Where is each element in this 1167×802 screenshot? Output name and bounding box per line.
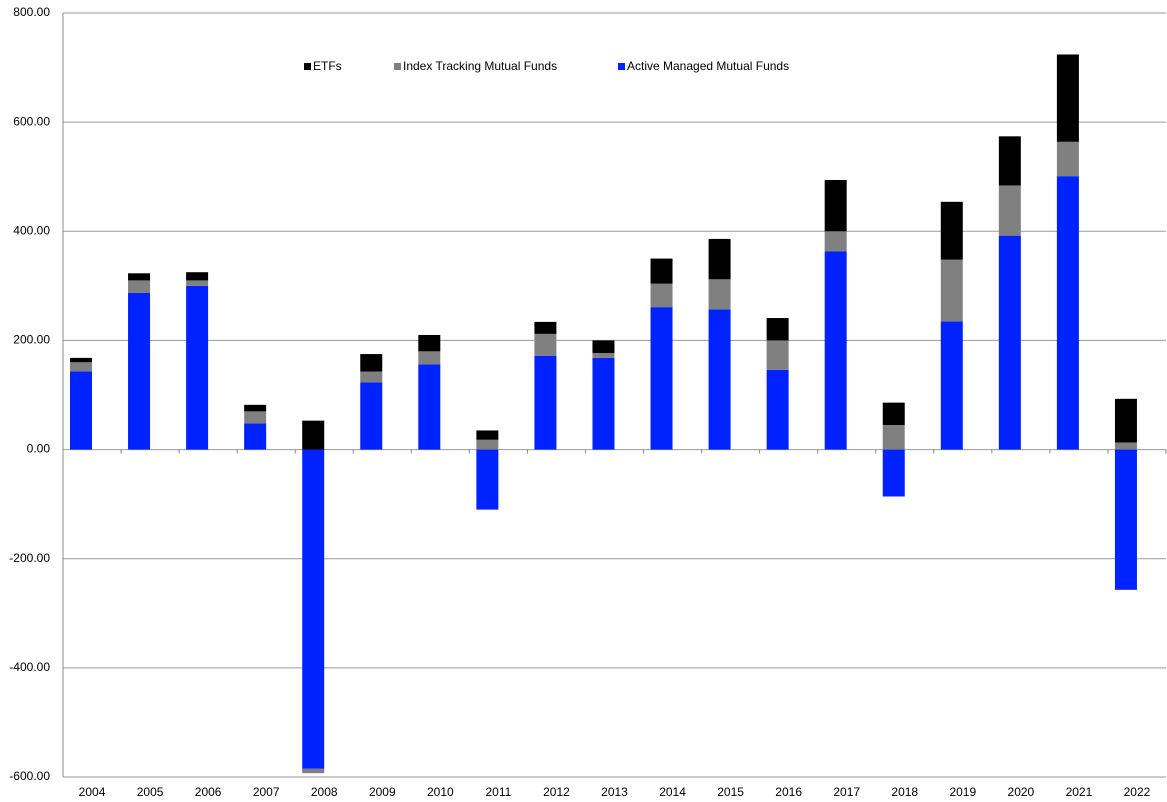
bar-segment [69, 371, 92, 450]
y-tick-label: 0.00 [27, 442, 51, 456]
bar-segment [1114, 449, 1137, 590]
bar-segment [476, 439, 499, 450]
x-tick-label: 2012 [543, 785, 570, 799]
bar-segment [592, 352, 615, 358]
bar-segment [1056, 176, 1079, 450]
bar-segment [766, 340, 789, 370]
bar-segment [940, 201, 963, 260]
legend-swatch [304, 63, 311, 70]
x-tick-label: 2005 [137, 785, 164, 799]
bar-segment [882, 402, 905, 426]
bar-segment [244, 404, 267, 412]
legend-swatch [618, 63, 625, 70]
x-tick-label: 2016 [775, 785, 802, 799]
bar-segment [360, 371, 383, 383]
bar-segment [1056, 141, 1079, 177]
bar-segment [650, 307, 673, 450]
bar-segment [534, 333, 557, 356]
bar-segment [708, 309, 731, 450]
bar-segment [244, 411, 267, 424]
bar-segment [766, 318, 789, 341]
bar-segment [882, 449, 905, 497]
bar-segment [302, 768, 325, 774]
bar-segment [534, 355, 557, 450]
y-tick-label: -200.00 [9, 551, 50, 565]
x-tick-label: 2010 [427, 785, 454, 799]
bar-segment [592, 357, 615, 450]
bar-segment [186, 280, 209, 286]
bar-segment [824, 251, 847, 450]
bar-segment [940, 321, 963, 450]
bar-segment [476, 449, 499, 510]
bar-segment [418, 334, 441, 352]
bar-segment [128, 280, 151, 293]
bar-segment [650, 283, 673, 308]
bar-segment [1114, 442, 1137, 450]
x-tick-label: 2022 [1124, 785, 1151, 799]
bar-segment [302, 420, 325, 450]
bar-segment [592, 340, 615, 353]
bar-segment [1056, 54, 1079, 142]
bar-segment [766, 369, 789, 450]
x-tick-label: 2009 [369, 785, 396, 799]
bar-segment [998, 136, 1021, 186]
x-tick-label: 2018 [891, 785, 918, 799]
bar-segment [824, 231, 847, 252]
x-tick-label: 2006 [195, 785, 222, 799]
bar-segment [128, 292, 151, 450]
bar-segment [882, 425, 905, 450]
bar-segment [708, 279, 731, 310]
x-tick-label: 2008 [311, 785, 338, 799]
legend-label: Active Managed Mutual Funds [627, 59, 789, 73]
x-tick-label: 2011 [485, 785, 511, 799]
y-tick-label: 600.00 [13, 114, 50, 128]
bar-segment [418, 364, 441, 450]
legend-label: ETFs [313, 59, 342, 73]
bar-segment [186, 272, 209, 281]
bar-segment [1114, 398, 1137, 443]
bar-segment [244, 423, 267, 450]
y-tick-label: 200.00 [13, 333, 50, 347]
x-tick-label: 2019 [949, 785, 976, 799]
x-tick-label: 2017 [833, 785, 860, 799]
bar-segment [302, 449, 325, 769]
bar-segment [824, 179, 847, 232]
bar-segment [998, 185, 1021, 236]
legend-label: Index Tracking Mutual Funds [403, 59, 557, 73]
bar-segment [69, 362, 92, 372]
y-tick-label: -600.00 [9, 769, 50, 783]
x-tick-label: 2015 [717, 785, 744, 799]
y-tick-label: 400.00 [13, 223, 50, 237]
bar-segment [418, 351, 441, 365]
bar-segment [708, 238, 731, 280]
x-tick-label: 2004 [79, 785, 106, 799]
bar-segment [128, 273, 151, 281]
x-tick-label: 2014 [659, 785, 686, 799]
bar-segment [650, 258, 673, 284]
bar-segment [360, 354, 383, 372]
y-tick-label: -400.00 [9, 660, 50, 674]
legend-swatch [394, 63, 401, 70]
bar-segment [998, 235, 1021, 450]
x-tick-label: 2020 [1008, 785, 1035, 799]
bar-segment [360, 382, 383, 450]
bar-segment [534, 321, 557, 334]
y-tick-label: 800.00 [13, 5, 50, 19]
bar-segment [476, 430, 499, 440]
x-tick-label: 2021 [1066, 785, 1093, 799]
bar-segment [940, 259, 963, 322]
bar-segment [186, 285, 209, 450]
x-tick-label: 2013 [601, 785, 628, 799]
bar-segment [69, 357, 92, 363]
x-tick-label: 2007 [253, 785, 280, 799]
